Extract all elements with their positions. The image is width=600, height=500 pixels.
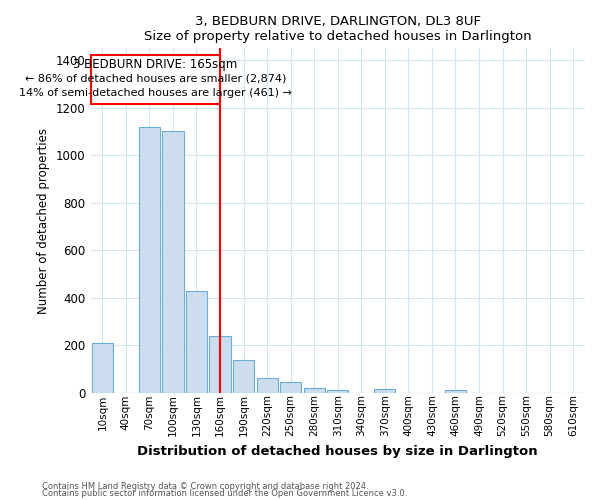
Bar	[163, 132, 184, 393]
Text: Contains HM Land Registry data © Crown copyright and database right 2024.: Contains HM Land Registry data © Crown c…	[42, 482, 368, 491]
Text: Contains public sector information licensed under the Open Government Licence v3: Contains public sector information licen…	[42, 490, 407, 498]
Y-axis label: Number of detached properties: Number of detached properties	[37, 128, 50, 314]
Bar	[304, 388, 325, 393]
Text: 14% of semi-detached houses are larger (461) →: 14% of semi-detached houses are larger (…	[19, 88, 292, 98]
Bar	[327, 390, 349, 393]
Bar	[92, 343, 113, 393]
Bar	[280, 382, 301, 393]
Bar	[233, 360, 254, 393]
Bar	[445, 390, 466, 393]
Bar	[374, 389, 395, 393]
Title: 3, BEDBURN DRIVE, DARLINGTON, DL3 8UF
Size of property relative to detached hous: 3, BEDBURN DRIVE, DARLINGTON, DL3 8UF Si…	[144, 15, 532, 43]
Text: 3 BEDBURN DRIVE: 165sqm: 3 BEDBURN DRIVE: 165sqm	[73, 58, 238, 70]
Bar	[257, 378, 278, 393]
Text: ← 86% of detached houses are smaller (2,874): ← 86% of detached houses are smaller (2,…	[25, 74, 286, 84]
Bar	[91, 56, 220, 104]
Bar	[209, 336, 230, 393]
Bar	[186, 290, 207, 393]
Bar	[139, 126, 160, 393]
X-axis label: Distribution of detached houses by size in Darlington: Distribution of detached houses by size …	[137, 444, 538, 458]
